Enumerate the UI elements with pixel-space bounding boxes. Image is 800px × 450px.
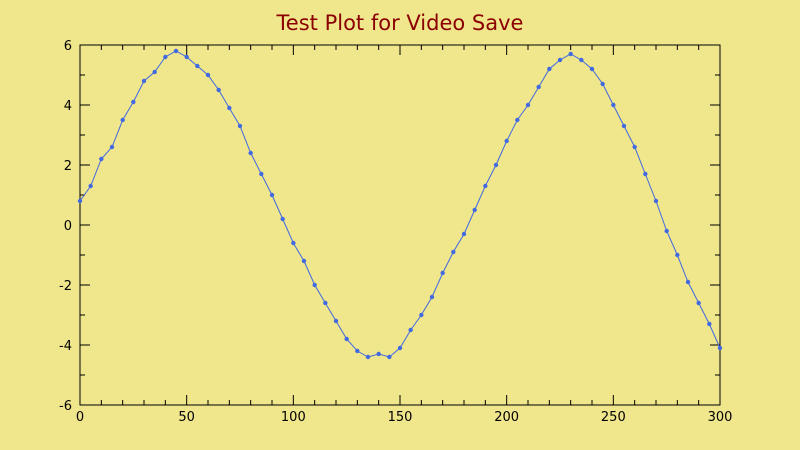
axes: 0 50 100 150 200 250 300 -6 -4 -2 0 2 4 6 xyxy=(59,39,732,425)
y-tick-label: 6 xyxy=(64,39,72,54)
series-layer xyxy=(77,48,723,360)
data-point xyxy=(451,249,456,255)
series-line xyxy=(79,50,721,358)
data-point xyxy=(173,48,179,54)
chart-title: Test Plot for Video Save xyxy=(276,11,524,35)
data-point xyxy=(611,102,616,108)
plot-frame xyxy=(79,44,721,406)
data-point xyxy=(77,198,83,204)
x-tick-label: 150 xyxy=(388,410,413,425)
data-point xyxy=(472,207,477,213)
y-tick-label: 2 xyxy=(64,159,72,174)
data-point xyxy=(579,57,584,63)
data-point xyxy=(344,336,349,342)
data-point xyxy=(333,318,339,324)
data-point xyxy=(195,63,200,69)
data-point xyxy=(237,123,243,129)
data-point xyxy=(355,348,360,354)
data-point xyxy=(461,231,467,237)
x-tick-label: 100 xyxy=(281,410,306,425)
x-tick-label: 50 xyxy=(178,410,195,425)
data-point xyxy=(653,198,659,204)
data-point xyxy=(685,279,691,285)
data-point xyxy=(440,270,445,276)
data-point xyxy=(184,54,189,60)
data-point xyxy=(216,87,221,93)
data-point xyxy=(163,54,168,60)
data-point xyxy=(557,57,563,63)
data-point xyxy=(643,171,648,177)
y-tick-label: -2 xyxy=(59,279,72,294)
data-point xyxy=(600,81,605,87)
data-point xyxy=(269,192,275,198)
data-point xyxy=(291,240,296,246)
data-point xyxy=(408,327,413,333)
data-point xyxy=(621,123,627,129)
data-point xyxy=(280,216,285,222)
y-tick-label: -4 xyxy=(59,339,72,354)
data-point xyxy=(493,162,499,168)
data-point xyxy=(120,117,125,123)
data-point xyxy=(568,51,573,57)
data-point xyxy=(707,321,712,327)
y-tick-label: 0 xyxy=(64,219,72,234)
x-tick-label: 250 xyxy=(601,410,626,425)
data-point xyxy=(323,300,328,306)
data-point xyxy=(675,252,680,258)
data-point xyxy=(365,354,371,360)
data-point xyxy=(589,66,595,72)
data-point xyxy=(696,300,701,306)
data-point xyxy=(525,102,531,108)
y-tick-label: -6 xyxy=(59,399,72,414)
y-tick-label: 4 xyxy=(64,99,72,114)
data-point xyxy=(483,183,488,189)
data-point xyxy=(515,117,520,123)
data-point xyxy=(376,351,381,357)
data-point xyxy=(387,354,392,360)
data-point xyxy=(109,144,115,150)
data-point xyxy=(419,312,424,318)
data-point xyxy=(632,144,637,150)
data-point xyxy=(248,150,253,156)
data-point xyxy=(717,345,723,351)
data-point xyxy=(205,72,211,78)
data-point xyxy=(141,78,147,84)
data-point xyxy=(504,138,509,144)
x-tick-label: 0 xyxy=(76,410,84,425)
x-tick-label: 200 xyxy=(494,410,519,425)
data-point xyxy=(397,345,403,351)
data-point xyxy=(152,69,157,75)
data-point xyxy=(131,99,136,105)
data-point xyxy=(227,105,232,111)
data-point xyxy=(312,282,317,288)
data-point xyxy=(99,156,104,162)
data-point xyxy=(429,294,435,300)
data-point xyxy=(301,258,307,264)
data-point xyxy=(259,171,264,177)
data-point xyxy=(547,66,552,72)
x-tick-label: 300 xyxy=(708,410,733,425)
data-point xyxy=(664,228,669,234)
data-point xyxy=(88,183,93,189)
data-point xyxy=(536,84,541,90)
